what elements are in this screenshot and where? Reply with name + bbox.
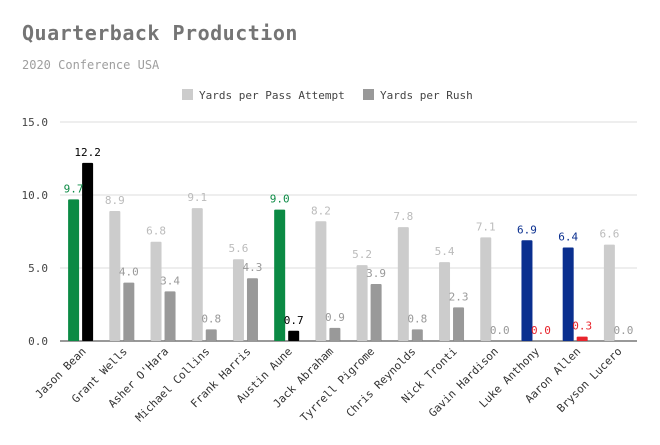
data-label-rush: 4.3 bbox=[243, 261, 263, 274]
y-tick-label: 10.0 bbox=[22, 189, 49, 202]
category-label: Tyrrell Pigrome bbox=[298, 345, 377, 424]
category-label: Chris Reynolds bbox=[344, 345, 419, 420]
category-label: Michael Collins bbox=[133, 345, 212, 424]
data-label-rush: 4.0 bbox=[119, 266, 139, 279]
y-tick-label: 15.0 bbox=[22, 116, 49, 129]
legend-swatch bbox=[363, 89, 374, 100]
data-label-rush: 3.4 bbox=[160, 274, 180, 287]
bar-rush bbox=[453, 307, 465, 341]
bar-pass bbox=[397, 227, 409, 341]
bar-rush bbox=[370, 284, 382, 341]
bar-rush bbox=[164, 291, 176, 341]
bar-pass bbox=[232, 259, 244, 341]
bar-rush bbox=[576, 336, 588, 341]
data-label-pass: 5.6 bbox=[229, 242, 249, 255]
data-label-rush: 3.9 bbox=[366, 267, 386, 280]
bar-pass bbox=[315, 221, 327, 341]
category-label: Gavin Hardison bbox=[426, 345, 501, 420]
bar-rush bbox=[82, 162, 94, 341]
data-label-rush: 0.8 bbox=[407, 312, 427, 325]
bar-pass bbox=[521, 240, 533, 341]
bar-pass bbox=[439, 262, 451, 341]
data-label-pass: 8.9 bbox=[105, 194, 125, 207]
data-label-pass: 7.1 bbox=[476, 220, 496, 233]
bar-pass bbox=[150, 241, 162, 341]
bar-rush bbox=[329, 327, 341, 341]
bar-pass bbox=[274, 209, 286, 341]
bar-pass bbox=[68, 199, 80, 341]
data-label-pass: 9.0 bbox=[270, 193, 290, 206]
data-label-pass: 6.9 bbox=[517, 223, 537, 236]
data-label-pass: 8.2 bbox=[311, 204, 331, 217]
bar-rush bbox=[123, 282, 135, 341]
legend-swatch bbox=[182, 89, 193, 100]
bar-pass bbox=[191, 208, 203, 341]
bar-pass bbox=[356, 265, 368, 341]
bar-pass bbox=[480, 237, 492, 341]
bar-pass bbox=[109, 211, 121, 341]
data-label-pass: 6.6 bbox=[599, 228, 619, 241]
data-label-pass: 5.2 bbox=[352, 248, 372, 261]
chart-subtitle: 2020 Conference USA bbox=[22, 58, 160, 72]
data-label-pass: 6.8 bbox=[146, 225, 166, 238]
data-label-rush: 0.9 bbox=[325, 311, 345, 324]
bar-pass bbox=[603, 244, 615, 341]
data-label-pass: 6.4 bbox=[558, 231, 578, 244]
data-label-rush: 0.8 bbox=[201, 312, 221, 325]
bar-rush bbox=[205, 329, 217, 341]
data-label-pass: 9.7 bbox=[64, 182, 84, 195]
data-label-rush: 0.0 bbox=[490, 324, 510, 337]
y-tick-label: 0.0 bbox=[28, 335, 48, 348]
data-label-rush: 0.0 bbox=[613, 324, 633, 337]
data-label-rush: 12.2 bbox=[74, 146, 101, 159]
legend-label: Yards per Pass Attempt bbox=[199, 89, 345, 102]
data-label-rush: 0.7 bbox=[284, 314, 304, 327]
y-tick-label: 5.0 bbox=[28, 262, 48, 275]
chart-title: Quarterback Production bbox=[22, 21, 298, 45]
data-label-pass: 7.8 bbox=[393, 210, 413, 223]
legend-label: Yards per Rush bbox=[380, 89, 473, 102]
bar-rush bbox=[288, 330, 300, 341]
data-label-rush: 0.0 bbox=[531, 324, 551, 337]
data-label-pass: 5.4 bbox=[435, 245, 455, 258]
data-label-pass: 9.1 bbox=[187, 191, 207, 204]
bar-pass bbox=[562, 247, 574, 341]
bar-rush bbox=[411, 329, 423, 341]
data-label-rush: 2.3 bbox=[449, 290, 469, 303]
data-label-rush: 0.3 bbox=[572, 320, 592, 333]
bar-rush bbox=[246, 278, 258, 341]
